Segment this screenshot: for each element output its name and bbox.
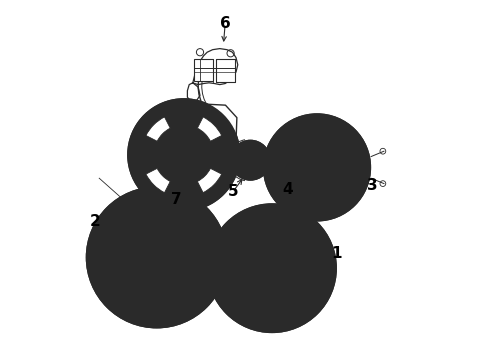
- Circle shape: [261, 148, 291, 178]
- Circle shape: [264, 114, 370, 221]
- Text: 4: 4: [282, 181, 293, 197]
- Text: 6: 6: [220, 16, 231, 31]
- Circle shape: [231, 140, 270, 180]
- Wedge shape: [197, 117, 221, 141]
- Text: 5: 5: [228, 184, 239, 199]
- Wedge shape: [146, 168, 170, 193]
- Wedge shape: [197, 168, 221, 193]
- Circle shape: [208, 204, 336, 332]
- Text: 1: 1: [332, 246, 342, 261]
- Text: 7: 7: [172, 192, 182, 207]
- Wedge shape: [146, 117, 170, 141]
- Text: 2: 2: [90, 214, 101, 229]
- Text: 3: 3: [368, 178, 378, 193]
- Circle shape: [87, 187, 227, 328]
- Bar: [194, 59, 213, 81]
- Circle shape: [128, 99, 240, 211]
- Bar: [216, 59, 235, 82]
